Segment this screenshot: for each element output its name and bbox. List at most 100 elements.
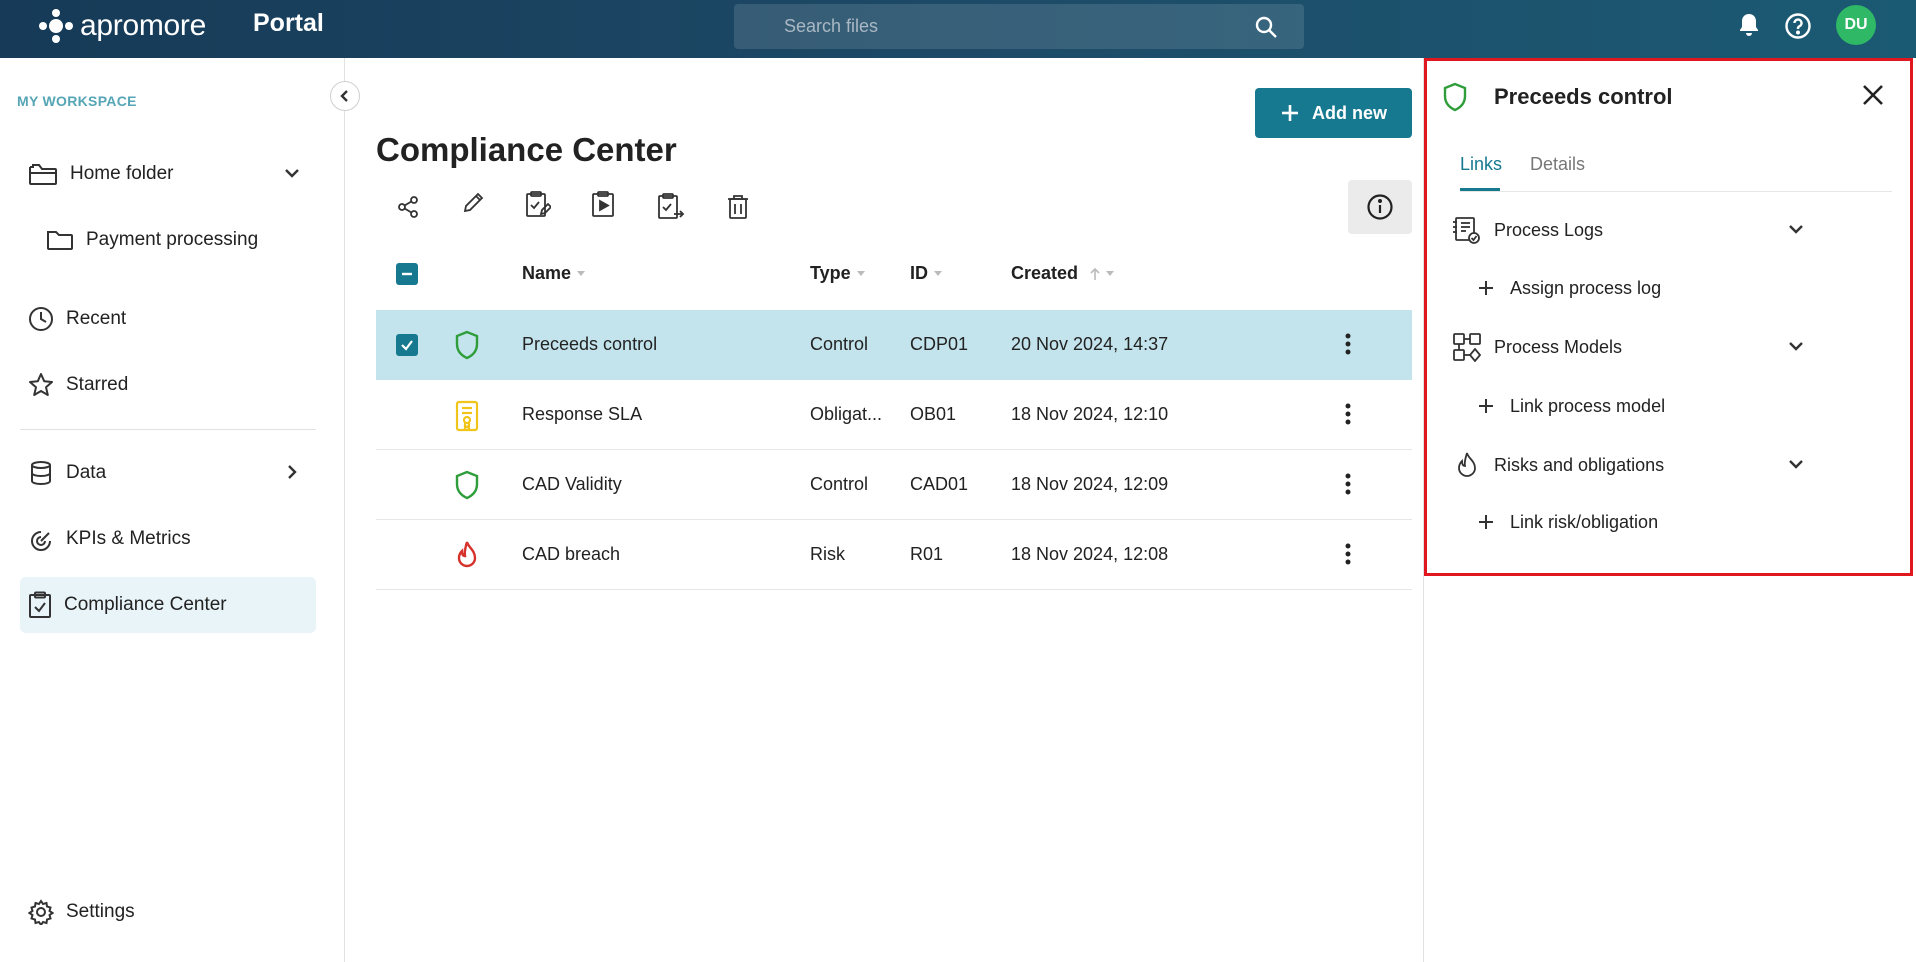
select-all-checkbox[interactable] (396, 263, 418, 285)
row-checkbox[interactable] (396, 334, 418, 356)
section-process-models[interactable]: Process Models (1452, 327, 1832, 367)
sidebar-item-starred[interactable]: Starred (20, 357, 316, 413)
table-row[interactable]: Preceeds control Control CDP01 20 Nov 20… (376, 310, 1412, 380)
row-name[interactable]: Preceeds control (522, 334, 658, 354)
workspace-label: MY WORKSPACE (17, 93, 137, 109)
row-created: 18 Nov 2024, 12:10 (1011, 404, 1169, 424)
trash-icon[interactable] (726, 194, 750, 220)
minus-icon (401, 268, 413, 280)
table-row[interactable]: Response SLA Obligat... OB01 18 Nov 2024… (376, 380, 1412, 450)
column-header-name[interactable]: Name (522, 263, 586, 284)
add-new-button[interactable]: Add new (1255, 88, 1412, 138)
sidebar-divider (20, 429, 316, 430)
clipboard-export-icon[interactable] (657, 192, 685, 220)
column-label: Created (1011, 263, 1079, 283)
tab-details[interactable]: Details (1530, 154, 1586, 174)
chevron-down-icon[interactable] (1786, 219, 1806, 239)
sidebar-item-data[interactable]: Data (20, 445, 316, 501)
plus-icon (1478, 280, 1494, 296)
chevron-left-icon (338, 89, 352, 103)
sidebar-item-label: Settings (66, 901, 135, 922)
search-box[interactable] (734, 4, 1304, 49)
close-icon[interactable] (1862, 84, 1884, 106)
collapse-sidebar-button[interactable] (330, 81, 360, 111)
search-input[interactable] (734, 4, 1304, 49)
apromore-logo-icon (38, 8, 74, 44)
chevron-right-icon[interactable] (282, 462, 302, 482)
section-label: Risks and obligations (1494, 454, 1665, 475)
folder-icon (28, 161, 58, 187)
sidebar-item-compliance-center[interactable]: Compliance Center (20, 577, 316, 633)
sidebar-item-recent[interactable]: Recent (20, 291, 316, 347)
top-bar: apromore Portal DU (0, 0, 1916, 58)
column-label: Type (810, 263, 851, 283)
process-log-icon (1452, 215, 1482, 245)
row-name[interactable]: Response SLA (522, 404, 643, 424)
brand-logo[interactable]: apromore (38, 8, 206, 44)
chevron-down-icon[interactable] (1786, 454, 1806, 474)
tab-links[interactable]: Links (1460, 154, 1503, 174)
row-id: R01 (910, 544, 944, 564)
panel-title: Preceeds control (1494, 84, 1673, 109)
column-header-id[interactable]: ID (910, 263, 942, 284)
row-id: OB01 (910, 404, 957, 424)
sidebar-item-kpis-metrics[interactable]: KPIs & Metrics (20, 511, 316, 567)
sidebar-item-label: Data (66, 462, 107, 483)
sidebar-item-label: Home folder (70, 163, 174, 184)
column-header-created[interactable]: Created (1011, 263, 1115, 284)
sidebar-item-payment-processing[interactable]: Payment processing (38, 212, 316, 268)
sidebar-item-home-folder[interactable]: Home folder (20, 146, 316, 202)
plus-icon (1478, 398, 1494, 414)
sidebar-item-label: KPIs & Metrics (66, 528, 191, 549)
more-options-icon[interactable] (1345, 332, 1351, 356)
shield-icon (454, 330, 480, 360)
search-icon[interactable] (1254, 15, 1278, 39)
sidebar-item-settings[interactable]: Settings (20, 884, 316, 940)
sidebar-item-label: Compliance Center (64, 594, 227, 615)
share-icon[interactable] (396, 195, 420, 219)
user-avatar[interactable]: DU (1836, 5, 1876, 45)
chevron-down-icon[interactable] (1786, 336, 1806, 356)
details-panel: Preceeds control Links Details Process L… (1423, 58, 1916, 962)
column-header-type[interactable]: Type (810, 263, 865, 284)
link-label: Link risk/obligation (1510, 511, 1659, 532)
clock-icon (28, 306, 54, 332)
bell-icon[interactable] (1737, 12, 1761, 38)
row-type: Obligat... (810, 404, 883, 424)
row-type: Control (810, 474, 869, 494)
chevron-down-icon[interactable] (282, 163, 302, 183)
more-options-icon[interactable] (1345, 542, 1351, 566)
plus-icon (1478, 514, 1494, 530)
clipboard-edit-icon[interactable] (525, 190, 551, 218)
section-process-logs[interactable]: Process Logs (1452, 210, 1832, 250)
more-options-icon[interactable] (1345, 402, 1351, 426)
check-icon (400, 338, 414, 352)
table-row[interactable]: CAD breach Risk R01 18 Nov 2024, 12:08 (376, 520, 1412, 590)
section-risks-obligations[interactable]: Risks and obligations (1452, 445, 1832, 485)
info-icon (1366, 193, 1394, 221)
row-name[interactable]: CAD breach (522, 544, 621, 564)
link-process-model-link[interactable]: Link process model (1478, 388, 1665, 424)
flame-icon (454, 540, 480, 570)
assign-process-log-link[interactable]: Assign process log (1478, 270, 1661, 306)
document-seal-icon (454, 400, 480, 432)
clipboard-check-icon (28, 591, 52, 619)
arrow-up-icon (1090, 267, 1100, 281)
process-model-icon (1452, 332, 1482, 362)
row-type: Risk (810, 544, 845, 564)
caret-down-icon (856, 270, 865, 277)
row-id: CDP01 (910, 334, 969, 354)
info-button[interactable] (1348, 180, 1412, 234)
table-row[interactable]: CAD Validity Control CAD01 18 Nov 2024, … (376, 450, 1412, 520)
page-title: Compliance Center (376, 131, 677, 168)
more-options-icon[interactable] (1345, 472, 1351, 496)
help-icon[interactable] (1784, 12, 1812, 40)
brand-name: apromore (80, 9, 206, 42)
link-risk-obligation-link[interactable]: Link risk/obligation (1478, 504, 1658, 540)
caret-down-icon (934, 270, 942, 277)
clipboard-play-icon[interactable] (591, 190, 615, 218)
row-name[interactable]: CAD Validity (522, 474, 622, 494)
edit-icon[interactable] (462, 190, 486, 214)
tab-divider (1460, 191, 1892, 192)
caret-down-icon (1106, 270, 1115, 277)
